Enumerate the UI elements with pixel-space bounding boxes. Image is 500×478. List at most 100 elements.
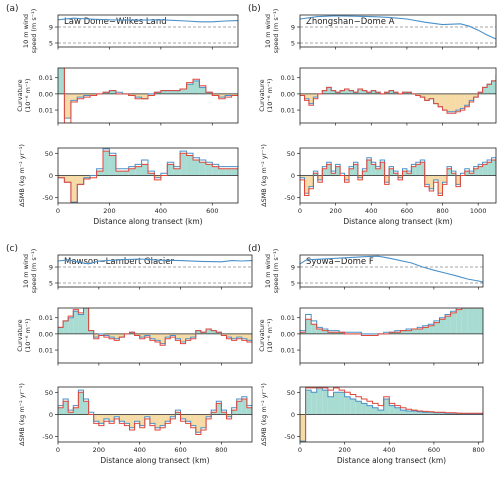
negative-fill [300, 414, 306, 442]
x-axis-label: Distance along transect (km) [337, 456, 446, 465]
positive-fill [129, 332, 135, 334]
negative-fill [134, 414, 140, 422]
positive-fill [487, 162, 492, 176]
panel-label: (d) [248, 244, 261, 254]
positive-fill [246, 407, 252, 415]
positive-fill [361, 403, 367, 415]
positive-fill [478, 92, 483, 94]
positive-fill [88, 330, 94, 334]
negative-fill [93, 333, 99, 338]
positive-fill [103, 92, 110, 94]
negative-fill [160, 333, 166, 344]
positive-fill [428, 412, 434, 415]
positive-fill [141, 164, 148, 176]
positive-fill [109, 90, 116, 94]
positive-fill [389, 332, 395, 334]
positive-fill [355, 401, 362, 415]
positive-fill [450, 312, 457, 334]
wind-ylabel-line2: speed (m s⁻¹) [272, 9, 280, 54]
positive-fill [417, 329, 423, 334]
negative-fill [70, 93, 78, 101]
positive-fill [199, 87, 206, 94]
positive-fill [73, 311, 79, 334]
positive-fill [83, 401, 89, 415]
negative-fill [103, 414, 110, 419]
positive-fill [236, 401, 242, 415]
axis-frame [57, 14, 239, 48]
x-tick-label: 0 [298, 207, 302, 215]
negative-fill [221, 333, 227, 336]
positive-fill [78, 392, 84, 415]
x-tick-label: 200 [338, 446, 350, 454]
negative-fill [438, 175, 443, 194]
positive-fill [180, 153, 187, 176]
negative-fill [103, 333, 110, 336]
positive-fill [422, 327, 429, 334]
positive-fill [447, 168, 452, 176]
y-tick-label: 9 [291, 264, 295, 272]
positive-fill [491, 159, 496, 176]
curvature-plot-area [58, 308, 252, 346]
y-tick-label: 0.01 [39, 314, 53, 322]
positive-fill [339, 332, 345, 334]
positive-fill [167, 164, 174, 176]
x-tick-label: 800 [472, 446, 484, 454]
negative-fill [200, 414, 207, 428]
axis-frame [57, 254, 253, 288]
positive-fill [63, 401, 69, 415]
positive-fill [316, 387, 323, 415]
positive-fill [322, 330, 328, 334]
positive-fill [167, 90, 174, 94]
curvature-ylabel-line2: (10⁻⁶ m⁻¹) [266, 319, 274, 353]
smb-ylabel: ΔSMB (kg m⁻² yr⁻¹) [260, 144, 268, 207]
y-tick-label: 5 [291, 40, 295, 48]
axis-frame [299, 67, 497, 124]
positive-fill [231, 168, 238, 176]
wind-ylabel-line1: 10 m wind [22, 14, 30, 48]
positive-fill [154, 92, 161, 94]
positive-fill [300, 332, 306, 334]
negative-fill [226, 333, 232, 338]
positive-fill [482, 164, 488, 176]
y-tick-label: 9 [49, 24, 53, 32]
positive-fill [417, 411, 423, 415]
negative-fill [165, 333, 171, 338]
positive-fill [335, 92, 341, 94]
smb-plot-area [300, 387, 483, 442]
negative-fill [114, 414, 120, 417]
positive-fill [311, 324, 317, 334]
y-tick-label: 50 [45, 150, 53, 158]
axis-frame [299, 307, 484, 364]
wind-ylabel-line1: 10 m wind [264, 14, 272, 48]
y-tick-label: 0.00 [39, 330, 53, 338]
x-tick-label: 400 [155, 207, 167, 215]
smb-plot-area [300, 157, 496, 196]
positive-fill [456, 413, 462, 415]
positive-fill [205, 92, 213, 94]
x-tick-label: 1000 [470, 207, 487, 215]
positive-fill [96, 171, 103, 176]
negative-fill [83, 175, 91, 178]
positive-fill [63, 320, 69, 334]
negative-fill [64, 175, 71, 183]
positive-fill [487, 84, 492, 94]
positive-fill [406, 330, 412, 334]
positive-fill [186, 84, 193, 94]
negative-fill [83, 93, 91, 96]
positive-fill [58, 407, 64, 415]
negative-fill [175, 333, 181, 339]
y-tick-label: 50 [287, 150, 295, 158]
negative-fill [300, 175, 305, 178]
y-tick-label: 0.01 [281, 74, 295, 82]
y-tick-label: -50 [42, 194, 53, 202]
negative-fill [109, 414, 115, 422]
positive-fill [195, 330, 201, 334]
positive-fill [115, 171, 123, 176]
curvature-plot-area [58, 68, 238, 123]
curvature-ylabel-line2: (10⁻⁶ m⁻¹) [24, 79, 32, 113]
positive-fill [445, 413, 451, 415]
negative-fill [231, 333, 237, 339]
positive-fill [212, 166, 219, 176]
positive-fill [450, 413, 457, 415]
